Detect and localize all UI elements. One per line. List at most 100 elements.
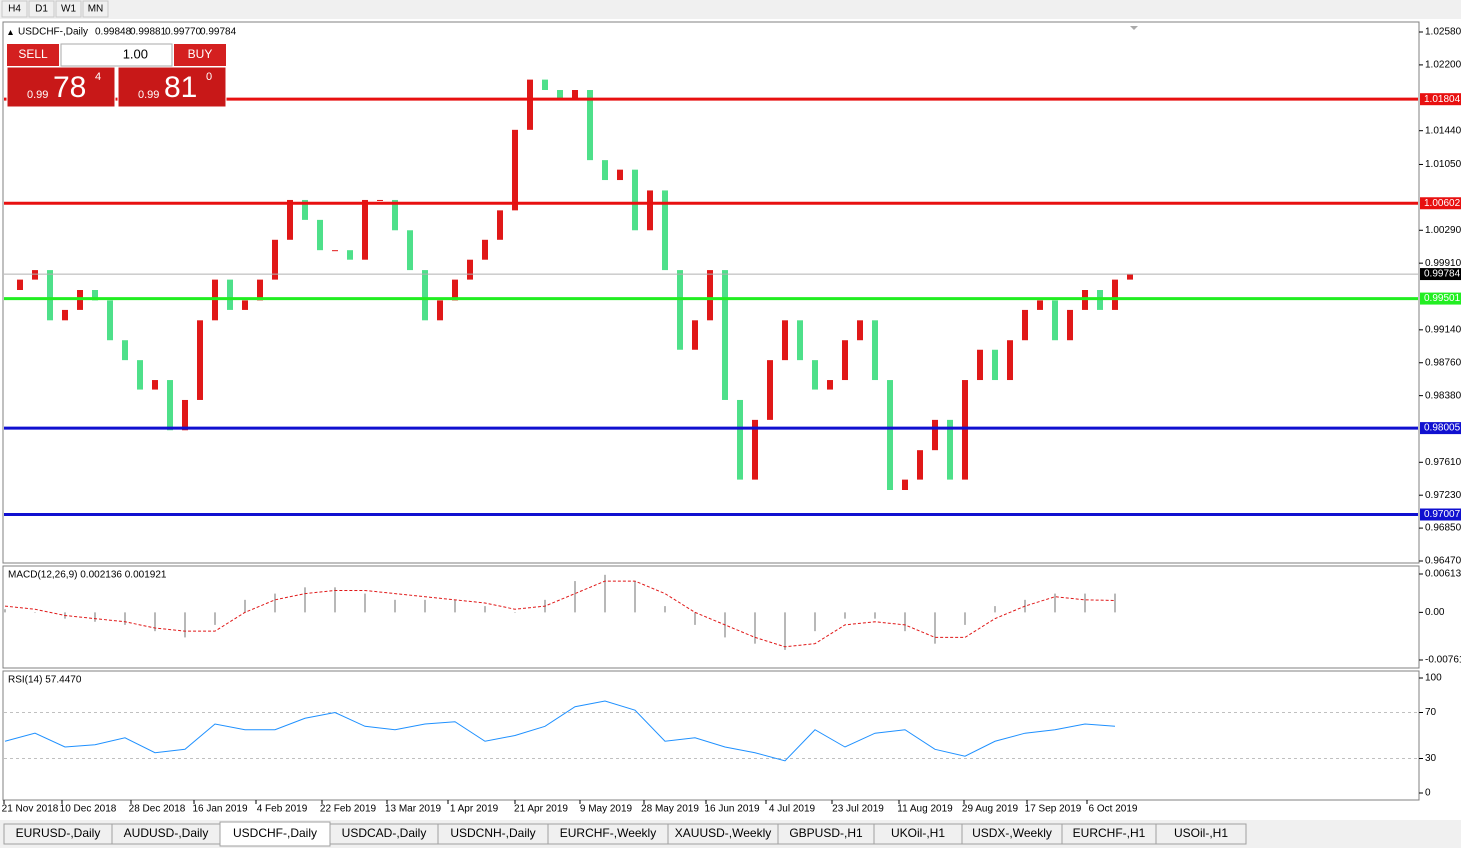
candle — [602, 160, 608, 181]
candle — [617, 169, 623, 181]
chart-tab-label[interactable]: EURCHF-,H1 — [1073, 826, 1146, 840]
candle — [812, 360, 818, 390]
level-tag — [1420, 268, 1461, 281]
macd-bar — [124, 612, 126, 625]
candle — [917, 450, 923, 480]
price-prefix[interactable]: 0.99 — [27, 89, 48, 101]
candle — [152, 380, 158, 390]
macd-bar — [4, 609, 6, 613]
y-tick-label: 70 — [1425, 707, 1437, 718]
chart-tab-label[interactable]: XAUUSD-,Weekly — [675, 826, 771, 840]
x-tick-label: 11 Aug 2019 — [897, 804, 953, 815]
price-box[interactable] — [117, 66, 227, 108]
y-tick-label: 0.98760 — [1425, 357, 1461, 368]
chart-tab-label[interactable]: GBPUSD-,H1 — [789, 826, 863, 840]
macd-bar — [484, 606, 486, 613]
candle — [932, 419, 938, 451]
chart-tab-label[interactable]: USDX-,Weekly — [972, 826, 1052, 840]
candle — [662, 190, 668, 271]
x-tick-label: 21 Nov 2018 — [2, 804, 59, 815]
candle — [707, 270, 713, 321]
chart-tab-label[interactable]: USDCNH-,Daily — [450, 826, 535, 840]
macd-bar — [574, 581, 576, 613]
buy-button[interactable] — [174, 44, 226, 66]
timeframe-button[interactable] — [1, 0, 28, 18]
macd-bar — [1084, 593, 1086, 613]
candle — [32, 270, 38, 280]
chart-tab-label[interactable]: EURCHF-,Weekly — [560, 826, 656, 840]
candle — [17, 279, 23, 291]
level-label: 0.98005 — [1424, 423, 1461, 434]
x-tick-label: 28 May 2019 — [641, 804, 699, 815]
macd-bar — [274, 593, 276, 613]
buy-label[interactable]: BUY — [188, 47, 213, 61]
price-main[interactable]: 81 — [164, 71, 197, 104]
candle — [47, 270, 53, 321]
x-tick-label: 28 Dec 2018 — [129, 804, 186, 815]
chart-tab-label[interactable]: USDCAD-,Daily — [342, 826, 427, 840]
macd-bar — [364, 593, 366, 613]
candle — [572, 90, 578, 101]
price-prefix[interactable]: 0.99 — [138, 89, 159, 101]
y-tick-label: 0.96470 — [1425, 556, 1461, 567]
shift-marker — [1130, 26, 1138, 30]
candle — [452, 279, 458, 301]
candle — [542, 79, 548, 91]
chart-tab-label[interactable]: AUDUSD-,Daily — [124, 826, 209, 840]
level-label: 0.99501 — [1424, 293, 1461, 304]
candle — [1007, 340, 1013, 381]
timeframe-label[interactable]: H4 — [8, 4, 21, 15]
price-fraction[interactable]: 0 — [206, 71, 212, 83]
chart-tab-label[interactable]: EURUSD-,Daily — [16, 826, 101, 840]
lot-input[interactable] — [60, 43, 173, 67]
y-tick-label: 0.99910 — [1425, 258, 1461, 269]
y-tick-label: 0.00 — [1425, 607, 1445, 618]
candle — [182, 399, 188, 431]
x-tick-label: 29 Aug 2019 — [962, 804, 1019, 815]
timeframe-button[interactable] — [82, 0, 109, 18]
macd-bar — [214, 612, 216, 625]
x-tick-label: 9 May 2019 — [580, 804, 633, 815]
chart-tab-label[interactable]: USOil-,H1 — [1174, 826, 1228, 840]
x-tick-label: 6 Oct 2019 — [1089, 804, 1138, 815]
timeframe-label[interactable]: MN — [88, 4, 104, 15]
chart-tab-label[interactable]: UKOil-,H1 — [891, 826, 945, 840]
candle — [287, 199, 293, 240]
macd-bar — [694, 612, 696, 625]
candle — [632, 169, 638, 231]
candle — [887, 380, 893, 491]
timeframe-label[interactable]: W1 — [61, 4, 76, 15]
candle — [947, 419, 953, 480]
chart-tab[interactable] — [1155, 823, 1247, 845]
sell-label[interactable]: SELL — [18, 47, 48, 61]
y-tick-label: 100 — [1425, 673, 1442, 684]
y-tick-label: 1.02580 — [1425, 27, 1461, 38]
x-tick-label: 22 Feb 2019 — [320, 804, 377, 815]
macd-bar — [94, 612, 96, 622]
price-main[interactable]: 78 — [53, 71, 86, 104]
level-label: 0.97007 — [1424, 509, 1461, 520]
level-label: 1.01804 — [1424, 94, 1461, 105]
candle — [1067, 309, 1073, 341]
candle — [422, 270, 428, 321]
candle — [257, 279, 263, 301]
lot-value[interactable]: 1.00 — [123, 46, 148, 61]
chart-tab-label[interactable]: USDCHF-,Daily — [233, 826, 317, 840]
x-tick-label: 13 Mar 2019 — [385, 804, 442, 815]
x-tick-label: 4 Feb 2019 — [257, 804, 308, 815]
price-fraction[interactable]: 4 — [95, 71, 101, 83]
macd-bar — [664, 606, 666, 613]
candle — [1052, 300, 1058, 341]
timeframe-button[interactable] — [55, 0, 82, 18]
macd-bar — [1114, 593, 1116, 613]
candle — [1112, 279, 1118, 310]
timeframe-button[interactable] — [28, 0, 55, 18]
sell-button[interactable] — [7, 44, 59, 66]
candle — [1022, 309, 1028, 341]
candle — [872, 320, 878, 381]
timeframe-label[interactable]: D1 — [35, 4, 48, 15]
macd-bar — [424, 599, 426, 613]
macd-signal — [4, 580, 1116, 648]
price-box[interactable] — [6, 66, 116, 108]
